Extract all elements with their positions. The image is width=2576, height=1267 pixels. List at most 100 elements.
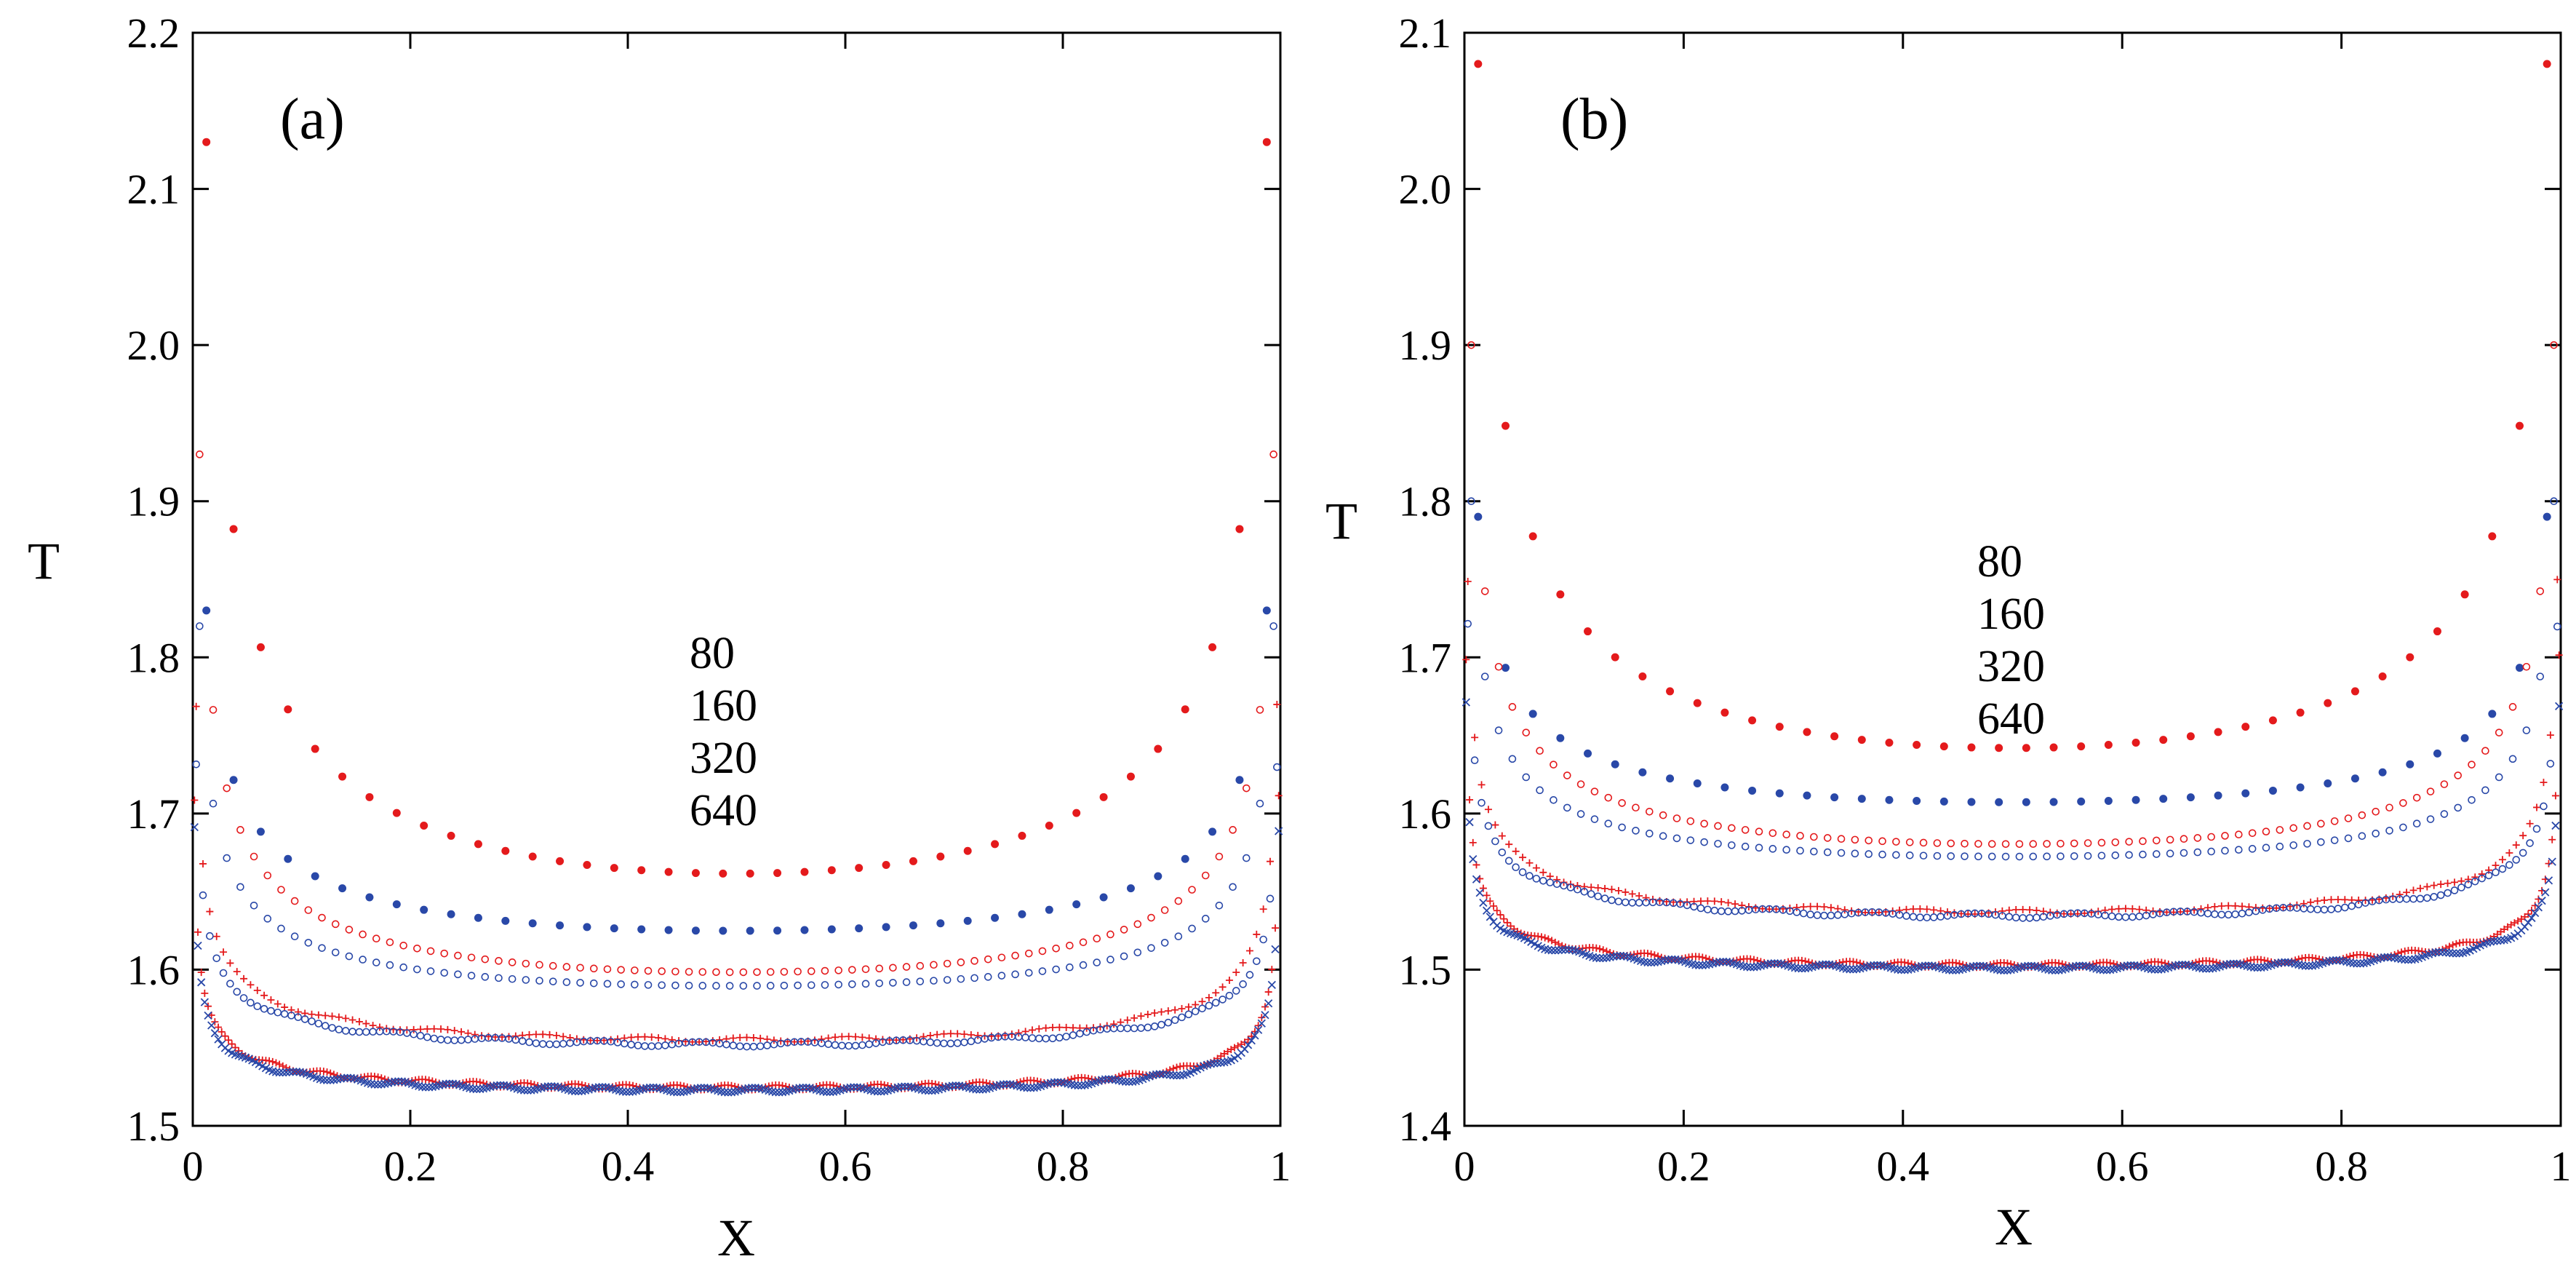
data-point (236, 826, 244, 834)
data-point (2303, 840, 2311, 848)
data-point (2193, 848, 2202, 857)
data-point (1526, 859, 1534, 867)
data-point (1019, 1083, 1028, 1092)
data-point (562, 963, 571, 971)
data-point (2011, 913, 2020, 922)
data-point (1215, 901, 1224, 910)
data-point (341, 1027, 350, 1035)
data-point (743, 1042, 751, 1051)
data-point (747, 1084, 757, 1092)
data-point (1522, 728, 1531, 736)
data-point (1782, 846, 1790, 854)
data-point (2019, 905, 2027, 913)
data-point (199, 891, 207, 899)
data-point (1592, 944, 1600, 952)
data-point (326, 1076, 335, 1084)
data-point (933, 1030, 941, 1038)
data-point (771, 1088, 780, 1097)
data-point (552, 1040, 561, 1049)
data-point (2468, 760, 2476, 768)
data-point (2057, 852, 2065, 860)
data-point (2444, 889, 2452, 897)
data-point (1635, 899, 1643, 907)
data-point (1611, 653, 1619, 662)
data-point (221, 1032, 229, 1040)
data-point (1806, 902, 1814, 910)
data-point (1892, 851, 1900, 859)
legend-entry: 640 (690, 786, 757, 835)
data-point (528, 919, 537, 928)
data-point (1987, 852, 1996, 861)
data-point (2551, 821, 2560, 830)
data-point (1261, 1011, 1269, 1020)
data-point (954, 1030, 962, 1038)
data-point (2238, 909, 2246, 918)
legend-entry: 640 (1977, 694, 2045, 744)
data-point (2383, 953, 2392, 961)
data-point (1108, 1075, 1117, 1084)
data-point (539, 1030, 547, 1038)
data-point (2452, 940, 2460, 948)
data-point (2276, 826, 2284, 834)
data-point (2416, 884, 2424, 892)
data-point (1052, 944, 1060, 953)
data-point (322, 1076, 332, 1085)
data-point (960, 1038, 968, 1046)
data-point (392, 809, 401, 817)
data-point (260, 1005, 268, 1013)
data-point (850, 1083, 858, 1092)
data-point (444, 1025, 452, 1033)
data-point (1131, 1014, 1139, 1022)
data-point (2454, 771, 2463, 779)
data-point (594, 1083, 603, 1092)
data-point (1239, 980, 1247, 988)
data-point (1056, 1033, 1064, 1042)
data-point (2378, 672, 2387, 681)
data-point (2306, 905, 2315, 913)
data-point (2235, 830, 2243, 839)
data-point (1612, 952, 1622, 961)
x-tick-label: 0.8 (1037, 1143, 1090, 1190)
data-point (1995, 798, 2003, 806)
data-point (267, 996, 275, 1004)
data-point (1210, 1059, 1219, 1068)
data-point (2214, 728, 2222, 736)
data-point (1184, 1003, 1192, 1011)
data-point (1072, 809, 1081, 817)
data-point (1490, 902, 1498, 910)
data-point (253, 1002, 262, 1011)
data-point (290, 897, 299, 905)
data-point (1622, 888, 1630, 896)
data-point (1700, 838, 1708, 846)
data-point (2488, 710, 2497, 718)
data-point (279, 1068, 287, 1077)
data-point (897, 1082, 906, 1092)
data-point (2398, 948, 2406, 956)
data-point (1865, 836, 1873, 845)
data-point (417, 1025, 425, 1033)
data-point (902, 963, 911, 971)
data-point (418, 1082, 426, 1092)
data-point (954, 1081, 964, 1090)
data-point (370, 1080, 379, 1089)
data-point (284, 705, 292, 714)
data-point (1048, 1023, 1056, 1031)
data-point (464, 1029, 472, 1037)
data-point (525, 1030, 533, 1038)
data-point (2296, 708, 2305, 717)
data-point (1576, 810, 1585, 818)
data-point (392, 900, 401, 909)
data-point (1693, 779, 1702, 788)
data-point (2130, 961, 2139, 970)
data-point (763, 1041, 771, 1049)
data-point (2102, 966, 2111, 974)
data-point (904, 1082, 913, 1091)
data-point (1830, 732, 1839, 741)
data-point (340, 1073, 348, 1083)
data-point (2412, 819, 2421, 828)
data-point (658, 967, 666, 975)
data-point (2438, 948, 2447, 956)
data-point (826, 1087, 834, 1097)
data-point (2416, 894, 2425, 903)
panel-a: 0 0.2 0.4 0.6 0.8 1 1.5 1.6 1.7 1.8 1.9 2.0 2.1 2.2 (… (28, 9, 1291, 1267)
